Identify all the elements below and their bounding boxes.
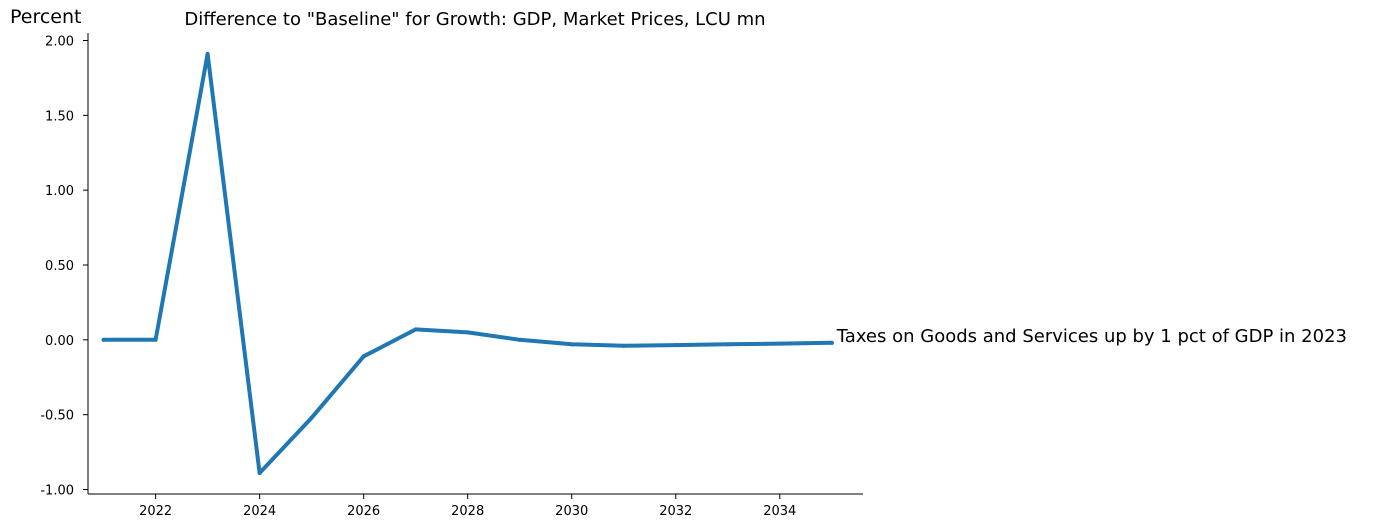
x-tick-label: 2028 xyxy=(451,504,484,519)
x-tick-label: 2032 xyxy=(659,504,692,519)
y-tick-label: -1.00 xyxy=(40,484,74,499)
y-tick-label: 2.00 xyxy=(45,34,74,49)
y-tick-label: 1.00 xyxy=(45,184,74,199)
data-point xyxy=(205,51,210,56)
data-point xyxy=(777,341,782,346)
data-point xyxy=(725,342,730,347)
series-label: Taxes on Goods and Services up by 1 pct … xyxy=(836,326,1347,347)
data-point xyxy=(465,330,470,335)
data-point xyxy=(621,343,626,348)
x-tick-label: 2026 xyxy=(347,504,380,519)
x-tick-label: 2022 xyxy=(139,504,172,519)
data-point xyxy=(153,337,158,342)
series-line xyxy=(101,52,834,475)
y-axis-ticks: -1.00 -0.50 0.00 0.50 1.00 1.50 2.00 xyxy=(40,34,88,499)
data-point xyxy=(309,415,314,420)
y-tick-label: 0.00 xyxy=(45,334,74,349)
data-point xyxy=(101,337,106,342)
data-point xyxy=(829,340,834,345)
data-point xyxy=(257,471,262,476)
y-tick-label: -0.50 xyxy=(40,409,74,424)
x-tick-label: 2034 xyxy=(763,504,796,519)
x-tick-label: 2030 xyxy=(555,504,588,519)
y-axis-label: Percent xyxy=(10,6,82,28)
x-axis-ticks: 2022 2024 2026 2028 2030 2032 2034 xyxy=(139,494,796,519)
data-point xyxy=(413,327,418,332)
chart-title: Difference to "Baseline" for Growth: GDP… xyxy=(184,9,765,30)
data-point xyxy=(569,342,574,347)
data-point xyxy=(361,354,366,359)
data-point xyxy=(673,343,678,348)
data-point xyxy=(517,337,522,342)
x-tick-label: 2024 xyxy=(243,504,276,519)
series-layer: Taxes on Goods and Services up by 1 pct … xyxy=(101,51,1347,476)
y-tick-label: 1.50 xyxy=(45,109,74,124)
y-tick-label: 0.50 xyxy=(45,259,74,274)
